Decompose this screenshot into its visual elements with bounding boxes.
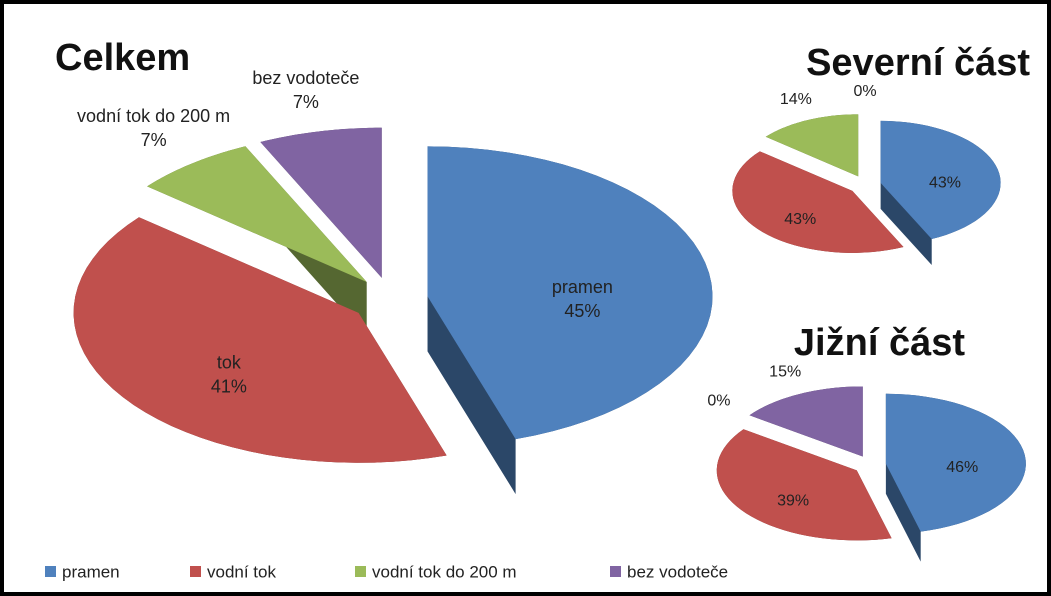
data-label: 7% <box>141 130 167 150</box>
data-label: 43% <box>929 174 961 191</box>
chart-title: Celkem <box>55 37 190 79</box>
slice <box>147 146 367 282</box>
data-label: 39% <box>777 492 809 509</box>
data-label-name: vodní tok do 200 m <box>77 106 230 126</box>
data-label: 0% <box>707 392 730 409</box>
slice <box>260 127 382 278</box>
legend-label: vodní tok <box>207 562 276 581</box>
data-label-name: tok <box>217 352 242 372</box>
slice <box>765 114 859 177</box>
slice <box>427 146 713 440</box>
legend-swatch <box>610 566 621 577</box>
chart-title: Severní část <box>806 42 1030 84</box>
legend-label: pramen <box>62 562 120 581</box>
slice <box>73 217 447 463</box>
slice <box>880 120 1001 240</box>
data-label-name: bez vodoteče <box>252 68 359 88</box>
legend-swatch <box>45 566 56 577</box>
data-label: 0% <box>853 83 876 100</box>
data-label-name: pramen <box>552 277 613 297</box>
data-label: 7% <box>293 92 319 112</box>
data-label: 41% <box>211 376 247 396</box>
data-label: 46% <box>946 459 978 476</box>
slice <box>749 386 863 457</box>
data-label: 43% <box>784 211 816 228</box>
slice <box>732 151 904 253</box>
data-label: 45% <box>564 301 600 321</box>
slice <box>716 429 892 541</box>
data-label: 14% <box>780 91 812 108</box>
data-label: 15% <box>769 364 801 381</box>
chart-title: Jižní část <box>794 322 965 364</box>
legend-label: vodní tok do 200 m <box>372 562 517 581</box>
legend-swatch <box>355 566 366 577</box>
legend-label: bez vodoteče <box>627 562 728 581</box>
legend-swatch <box>190 566 201 577</box>
slice <box>885 393 1026 532</box>
